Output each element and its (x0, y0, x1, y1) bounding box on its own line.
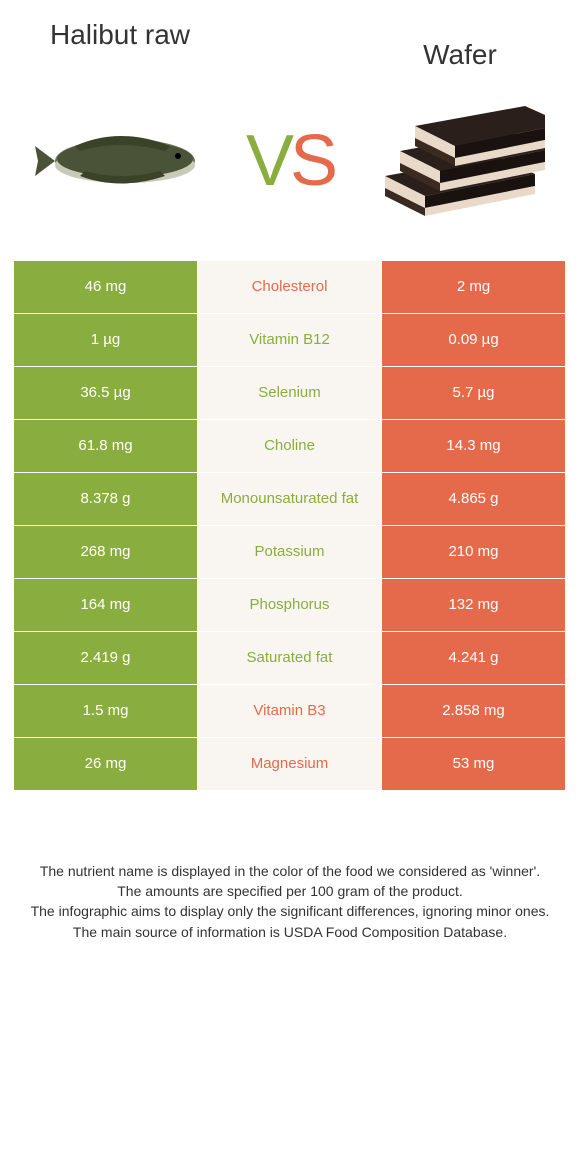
left-value: 36.5 µg (14, 367, 198, 420)
comparison-table: 46 mgCholesterol2 mg1 µgVitamin B120.09 … (14, 261, 566, 791)
right-value: 2.858 mg (382, 685, 566, 738)
left-value: 164 mg (14, 579, 198, 632)
table-row: 36.5 µgSelenium5.7 µg (14, 367, 566, 420)
vs-label: VS (246, 120, 334, 202)
wafer-image (370, 101, 550, 221)
left-value: 8.378 g (14, 473, 198, 526)
nutrient-label: Choline (198, 420, 382, 473)
footer-line: The main source of information is USDA F… (30, 922, 550, 942)
right-value: 4.241 g (382, 632, 566, 685)
nutrient-label: Selenium (198, 367, 382, 420)
left-value: 2.419 g (14, 632, 198, 685)
table-row: 1.5 mgVitamin B32.858 mg (14, 685, 566, 738)
right-value: 53 mg (382, 738, 566, 791)
halibut-image (30, 101, 210, 221)
nutrient-label: Vitamin B3 (198, 685, 382, 738)
right-value: 132 mg (382, 579, 566, 632)
nutrient-label: Magnesium (198, 738, 382, 791)
table-row: 61.8 mgCholine14.3 mg (14, 420, 566, 473)
nutrient-label: Cholesterol (198, 261, 382, 314)
vs-v: V (246, 121, 290, 201)
table-row: 164 mgPhosphorus132 mg (14, 579, 566, 632)
right-value: 5.7 µg (382, 367, 566, 420)
right-value: 210 mg (382, 526, 566, 579)
nutrient-label: Vitamin B12 (198, 314, 382, 367)
nutrient-label: Potassium (198, 526, 382, 579)
food-right-title: Wafer (370, 40, 550, 71)
header: Halibut raw Wafer (0, 0, 580, 71)
table-row: 1 µgVitamin B120.09 µg (14, 314, 566, 367)
table-row: 26 mgMagnesium53 mg (14, 738, 566, 791)
right-value: 2 mg (382, 261, 566, 314)
food-left-title: Halibut raw (30, 20, 210, 71)
images-row: VS (0, 71, 580, 261)
left-value: 1.5 mg (14, 685, 198, 738)
left-value: 26 mg (14, 738, 198, 791)
left-value: 61.8 mg (14, 420, 198, 473)
footer-notes: The nutrient name is displayed in the co… (0, 791, 580, 942)
left-value: 46 mg (14, 261, 198, 314)
nutrient-label: Saturated fat (198, 632, 382, 685)
right-value: 4.865 g (382, 473, 566, 526)
right-value: 14.3 mg (382, 420, 566, 473)
right-value: 0.09 µg (382, 314, 566, 367)
table-row: 268 mgPotassium210 mg (14, 526, 566, 579)
nutrient-label: Phosphorus (198, 579, 382, 632)
footer-line: The nutrient name is displayed in the co… (30, 861, 550, 881)
vs-s: S (290, 121, 334, 201)
table-row: 8.378 gMonounsaturated fat4.865 g (14, 473, 566, 526)
footer-line: The amounts are specified per 100 gram o… (30, 881, 550, 901)
footer-line: The infographic aims to display only the… (30, 901, 550, 921)
table-row: 46 mgCholesterol2 mg (14, 261, 566, 314)
left-value: 268 mg (14, 526, 198, 579)
nutrient-label: Monounsaturated fat (198, 473, 382, 526)
left-value: 1 µg (14, 314, 198, 367)
table-row: 2.419 gSaturated fat4.241 g (14, 632, 566, 685)
